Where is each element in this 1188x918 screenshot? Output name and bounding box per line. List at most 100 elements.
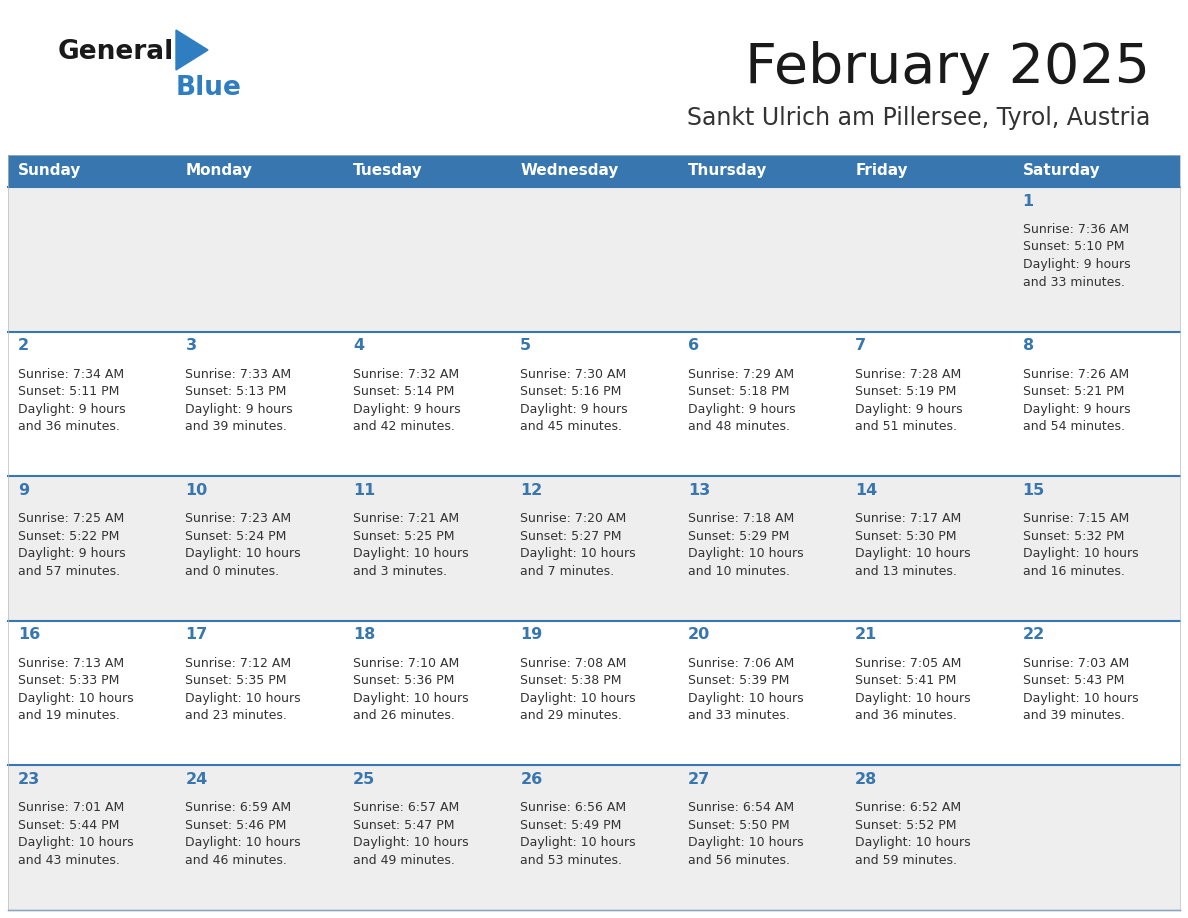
Text: and 43 minutes.: and 43 minutes.: [18, 854, 120, 867]
Text: 15: 15: [1023, 483, 1044, 498]
Text: Daylight: 10 hours: Daylight: 10 hours: [855, 547, 971, 560]
Text: 19: 19: [520, 627, 543, 643]
Text: Sunrise: 7:10 AM: Sunrise: 7:10 AM: [353, 656, 459, 670]
Text: Sunrise: 7:26 AM: Sunrise: 7:26 AM: [1023, 367, 1129, 381]
Text: Daylight: 9 hours: Daylight: 9 hours: [855, 403, 962, 416]
Text: Sunrise: 6:52 AM: Sunrise: 6:52 AM: [855, 801, 961, 814]
Text: Daylight: 10 hours: Daylight: 10 hours: [353, 692, 468, 705]
Text: Wednesday: Wednesday: [520, 163, 619, 178]
Text: Daylight: 10 hours: Daylight: 10 hours: [520, 836, 636, 849]
Bar: [677, 766, 845, 910]
Text: Sunset: 5:11 PM: Sunset: 5:11 PM: [18, 385, 119, 398]
Text: Sunset: 5:32 PM: Sunset: 5:32 PM: [1023, 530, 1124, 543]
Text: 14: 14: [855, 483, 878, 498]
Text: Daylight: 9 hours: Daylight: 9 hours: [185, 403, 293, 416]
Text: Sunset: 5:16 PM: Sunset: 5:16 PM: [520, 385, 621, 398]
Bar: [343, 476, 511, 621]
Bar: [343, 331, 511, 476]
Text: Sunset: 5:43 PM: Sunset: 5:43 PM: [1023, 675, 1124, 688]
Text: Sunrise: 7:12 AM: Sunrise: 7:12 AM: [185, 656, 291, 670]
Text: Daylight: 10 hours: Daylight: 10 hours: [520, 547, 636, 560]
Bar: [343, 155, 511, 187]
Bar: [511, 331, 677, 476]
Text: Sankt Ulrich am Pillersee, Tyrol, Austria: Sankt Ulrich am Pillersee, Tyrol, Austri…: [687, 106, 1150, 130]
Text: Sunrise: 7:29 AM: Sunrise: 7:29 AM: [688, 367, 794, 381]
Text: Sunset: 5:41 PM: Sunset: 5:41 PM: [855, 675, 956, 688]
Text: Sunset: 5:52 PM: Sunset: 5:52 PM: [855, 819, 956, 832]
Text: and 3 minutes.: and 3 minutes.: [353, 565, 447, 577]
Bar: [8, 331, 176, 476]
Bar: [845, 621, 1012, 766]
Text: Daylight: 10 hours: Daylight: 10 hours: [185, 836, 301, 849]
Text: Daylight: 9 hours: Daylight: 9 hours: [520, 403, 628, 416]
Text: Daylight: 10 hours: Daylight: 10 hours: [688, 692, 803, 705]
Text: and 0 minutes.: and 0 minutes.: [185, 565, 279, 577]
Text: Sunset: 5:47 PM: Sunset: 5:47 PM: [353, 819, 454, 832]
Text: and 56 minutes.: and 56 minutes.: [688, 854, 790, 867]
Text: 2: 2: [18, 338, 30, 353]
Text: Daylight: 10 hours: Daylight: 10 hours: [18, 836, 133, 849]
Text: 12: 12: [520, 483, 543, 498]
Text: Sunset: 5:46 PM: Sunset: 5:46 PM: [185, 819, 286, 832]
Text: Tuesday: Tuesday: [353, 163, 423, 178]
Bar: [8, 476, 176, 621]
Text: Sunrise: 7:30 AM: Sunrise: 7:30 AM: [520, 367, 626, 381]
Text: Sunrise: 7:08 AM: Sunrise: 7:08 AM: [520, 656, 626, 670]
Text: Saturday: Saturday: [1023, 163, 1100, 178]
Text: and 42 minutes.: and 42 minutes.: [353, 420, 455, 433]
Text: 16: 16: [18, 627, 40, 643]
Text: and 26 minutes.: and 26 minutes.: [353, 710, 455, 722]
Bar: [343, 621, 511, 766]
Bar: [8, 155, 1180, 910]
Bar: [8, 155, 176, 187]
Text: Thursday: Thursday: [688, 163, 767, 178]
Text: Sunrise: 7:15 AM: Sunrise: 7:15 AM: [1023, 512, 1129, 525]
Text: and 23 minutes.: and 23 minutes.: [185, 710, 287, 722]
Bar: [8, 766, 176, 910]
Text: and 57 minutes.: and 57 minutes.: [18, 565, 120, 577]
Text: Daylight: 10 hours: Daylight: 10 hours: [185, 547, 301, 560]
Text: and 39 minutes.: and 39 minutes.: [185, 420, 287, 433]
Bar: [1012, 155, 1180, 187]
Text: Sunrise: 7:34 AM: Sunrise: 7:34 AM: [18, 367, 124, 381]
Bar: [845, 187, 1012, 331]
Text: 27: 27: [688, 772, 710, 787]
Text: 3: 3: [185, 338, 196, 353]
Text: Daylight: 9 hours: Daylight: 9 hours: [1023, 258, 1130, 271]
Text: Sunrise: 7:36 AM: Sunrise: 7:36 AM: [1023, 223, 1129, 236]
Text: Daylight: 9 hours: Daylight: 9 hours: [18, 547, 126, 560]
Bar: [176, 476, 343, 621]
Text: Daylight: 10 hours: Daylight: 10 hours: [18, 692, 133, 705]
Text: 22: 22: [1023, 627, 1044, 643]
Bar: [845, 476, 1012, 621]
Text: 1: 1: [1023, 194, 1034, 208]
Text: Sunrise: 7:23 AM: Sunrise: 7:23 AM: [185, 512, 291, 525]
Text: Daylight: 10 hours: Daylight: 10 hours: [353, 836, 468, 849]
Text: Monday: Monday: [185, 163, 252, 178]
Bar: [1012, 331, 1180, 476]
Bar: [176, 187, 343, 331]
Text: and 59 minutes.: and 59 minutes.: [855, 854, 958, 867]
Text: 10: 10: [185, 483, 208, 498]
Text: and 36 minutes.: and 36 minutes.: [855, 710, 958, 722]
Bar: [845, 155, 1012, 187]
Text: and 19 minutes.: and 19 minutes.: [18, 710, 120, 722]
Text: Sunset: 5:39 PM: Sunset: 5:39 PM: [688, 675, 789, 688]
Text: and 7 minutes.: and 7 minutes.: [520, 565, 614, 577]
Text: Sunset: 5:36 PM: Sunset: 5:36 PM: [353, 675, 454, 688]
Text: Sunset: 5:19 PM: Sunset: 5:19 PM: [855, 385, 956, 398]
Text: 5: 5: [520, 338, 531, 353]
Text: 20: 20: [688, 627, 710, 643]
Text: 17: 17: [185, 627, 208, 643]
Text: Blue: Blue: [176, 75, 242, 101]
Text: Daylight: 10 hours: Daylight: 10 hours: [353, 547, 468, 560]
Text: Sunset: 5:22 PM: Sunset: 5:22 PM: [18, 530, 119, 543]
Text: Sunrise: 7:33 AM: Sunrise: 7:33 AM: [185, 367, 291, 381]
Bar: [176, 621, 343, 766]
Bar: [511, 766, 677, 910]
Bar: [677, 331, 845, 476]
Text: Sunset: 5:24 PM: Sunset: 5:24 PM: [185, 530, 286, 543]
Text: and 49 minutes.: and 49 minutes.: [353, 854, 455, 867]
Bar: [677, 476, 845, 621]
Text: 4: 4: [353, 338, 364, 353]
